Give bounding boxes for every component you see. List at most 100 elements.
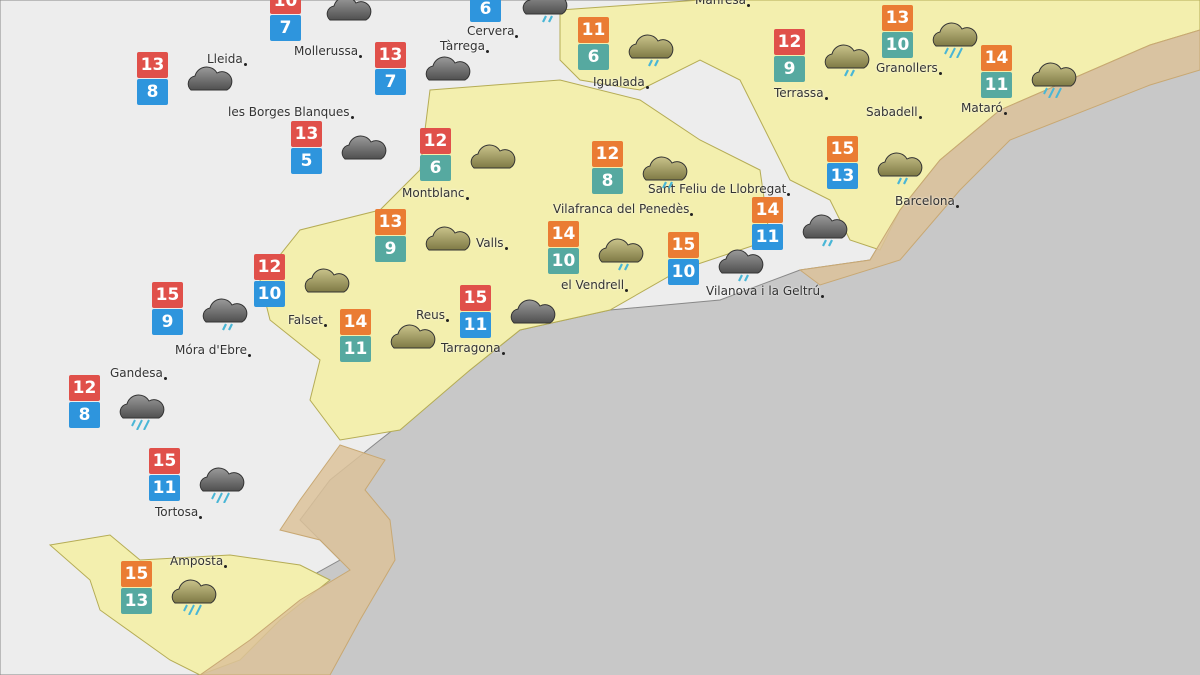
- temperature-badge: 12 6: [420, 128, 451, 181]
- min-temperature: 11: [752, 224, 783, 250]
- temperature-badge: 12 10: [254, 254, 285, 307]
- temperature-badge: 15 11: [149, 448, 180, 501]
- max-temperature: 12: [774, 29, 805, 55]
- temperature-badge: 12 9: [774, 29, 805, 82]
- min-temperature: 10: [882, 32, 913, 58]
- place-label: Mataró: [961, 101, 1007, 115]
- temperature-badge: 14 11: [752, 197, 783, 250]
- temperature-badge: 15 13: [121, 561, 152, 614]
- max-temperature: 12: [420, 128, 451, 154]
- min-temperature: 6: [470, 0, 501, 22]
- min-temperature: 6: [420, 155, 451, 181]
- temperature-badge: 13 9: [375, 209, 406, 262]
- max-temperature: 10: [270, 0, 301, 14]
- min-temperature: 13: [827, 163, 858, 189]
- place-label: Amposta: [170, 554, 227, 568]
- place-label: Tarragona: [441, 341, 505, 355]
- heavy-rain-gray-icon: [195, 463, 247, 504]
- min-temperature: 8: [69, 402, 100, 428]
- place-label: les Borges Blanques: [228, 105, 354, 119]
- min-temperature: 9: [375, 236, 406, 262]
- place-label: Cervera: [467, 24, 518, 38]
- temperature-badge: 11 6: [578, 17, 609, 70]
- warning-zone-yellow: [559, 0, 1200, 251]
- cloud-gray-icon: [421, 52, 473, 92]
- place-label: Falset: [288, 313, 327, 327]
- min-temperature: 11: [340, 336, 371, 362]
- place-label: Gandesa: [110, 366, 167, 380]
- rain-gray-icon: [714, 245, 766, 285]
- min-temperature: 13: [121, 588, 152, 614]
- place-label: Tortosa: [155, 505, 202, 519]
- place-label: Móra d'Ebre: [175, 343, 251, 357]
- max-temperature: 13: [882, 5, 913, 31]
- min-temperature: 10: [548, 248, 579, 274]
- rain-olive-icon: [594, 234, 646, 274]
- rain-gray-icon: [798, 210, 850, 250]
- temperature-badge: 14 11: [981, 45, 1012, 98]
- min-temperature: 8: [137, 79, 168, 105]
- temperature-badge: 14 10: [548, 221, 579, 274]
- place-label: Mollerussa: [294, 44, 362, 58]
- min-temperature: 6: [578, 44, 609, 70]
- cloud-olive-icon: [421, 222, 473, 262]
- place-label: Sabadell: [866, 105, 922, 119]
- place-label: Manresa: [695, 0, 750, 7]
- max-temperature: 14: [548, 221, 579, 247]
- place-label: Granollers: [876, 61, 942, 75]
- max-temperature: 15: [152, 282, 183, 308]
- max-temperature: 14: [752, 197, 783, 223]
- cloud-olive-icon: [386, 320, 438, 360]
- temperature-badge: 12 8: [592, 141, 623, 194]
- rain-gray-icon: [198, 294, 250, 334]
- min-temperature: 9: [774, 56, 805, 82]
- max-temperature: 15: [668, 232, 699, 258]
- place-label: Terrassa: [774, 86, 828, 100]
- temperature-badge: 15 10: [668, 232, 699, 285]
- place-label: Reus: [416, 308, 449, 322]
- temperature-badge: 10 7: [270, 0, 301, 41]
- max-temperature: 13: [375, 42, 406, 68]
- temperature-badge: 15 13: [827, 136, 858, 189]
- min-temperature: 9: [152, 309, 183, 335]
- min-temperature: 8: [592, 168, 623, 194]
- max-temperature: 15: [121, 561, 152, 587]
- place-label: Valls: [476, 236, 508, 250]
- heavy-rain-olive-icon: [928, 18, 980, 59]
- max-temperature: 13: [375, 209, 406, 235]
- temperature-badge: 13 8: [137, 52, 168, 105]
- cloud-olive-icon: [300, 264, 352, 304]
- place-label: Vilafranca del Penedès: [553, 202, 693, 216]
- place-label: el Vendrell: [561, 278, 628, 292]
- place-label: Igualada: [593, 75, 649, 89]
- max-temperature: 15: [460, 285, 491, 311]
- rain-olive-icon: [820, 40, 872, 80]
- temperature-badge: 12 8: [69, 375, 100, 428]
- temperature-badge: 15 9: [152, 282, 183, 335]
- place-label: Tàrrega: [440, 39, 489, 53]
- place-label: Vilanova i la Geltrú: [706, 284, 824, 298]
- coastal-warning-zone-south: [199, 444, 396, 675]
- heavy-rain-olive-icon: [1027, 58, 1079, 99]
- max-temperature: 11: [578, 17, 609, 43]
- max-temperature: 12: [592, 141, 623, 167]
- max-temperature: 14: [340, 309, 371, 335]
- temperature-badge: 13 7: [375, 42, 406, 95]
- min-temperature: 10: [668, 259, 699, 285]
- cloud-gray-icon: [183, 62, 235, 102]
- coastal-warning-zone: [798, 29, 1200, 286]
- temperature-badge: 13 5: [291, 121, 322, 174]
- cloud-gray-icon: [337, 131, 389, 171]
- rain-olive-icon: [873, 148, 925, 188]
- max-temperature: 12: [254, 254, 285, 280]
- min-temperature: 11: [460, 312, 491, 338]
- rain-olive-icon: [624, 30, 676, 70]
- place-label: Montblanc: [402, 186, 469, 200]
- max-temperature: 15: [827, 136, 858, 162]
- temperature-badge: 14 11: [340, 309, 371, 362]
- max-temperature: 13: [291, 121, 322, 147]
- rain-olive-icon: [638, 152, 690, 192]
- rain-gray-icon: [518, 0, 570, 26]
- max-temperature: 14: [981, 45, 1012, 71]
